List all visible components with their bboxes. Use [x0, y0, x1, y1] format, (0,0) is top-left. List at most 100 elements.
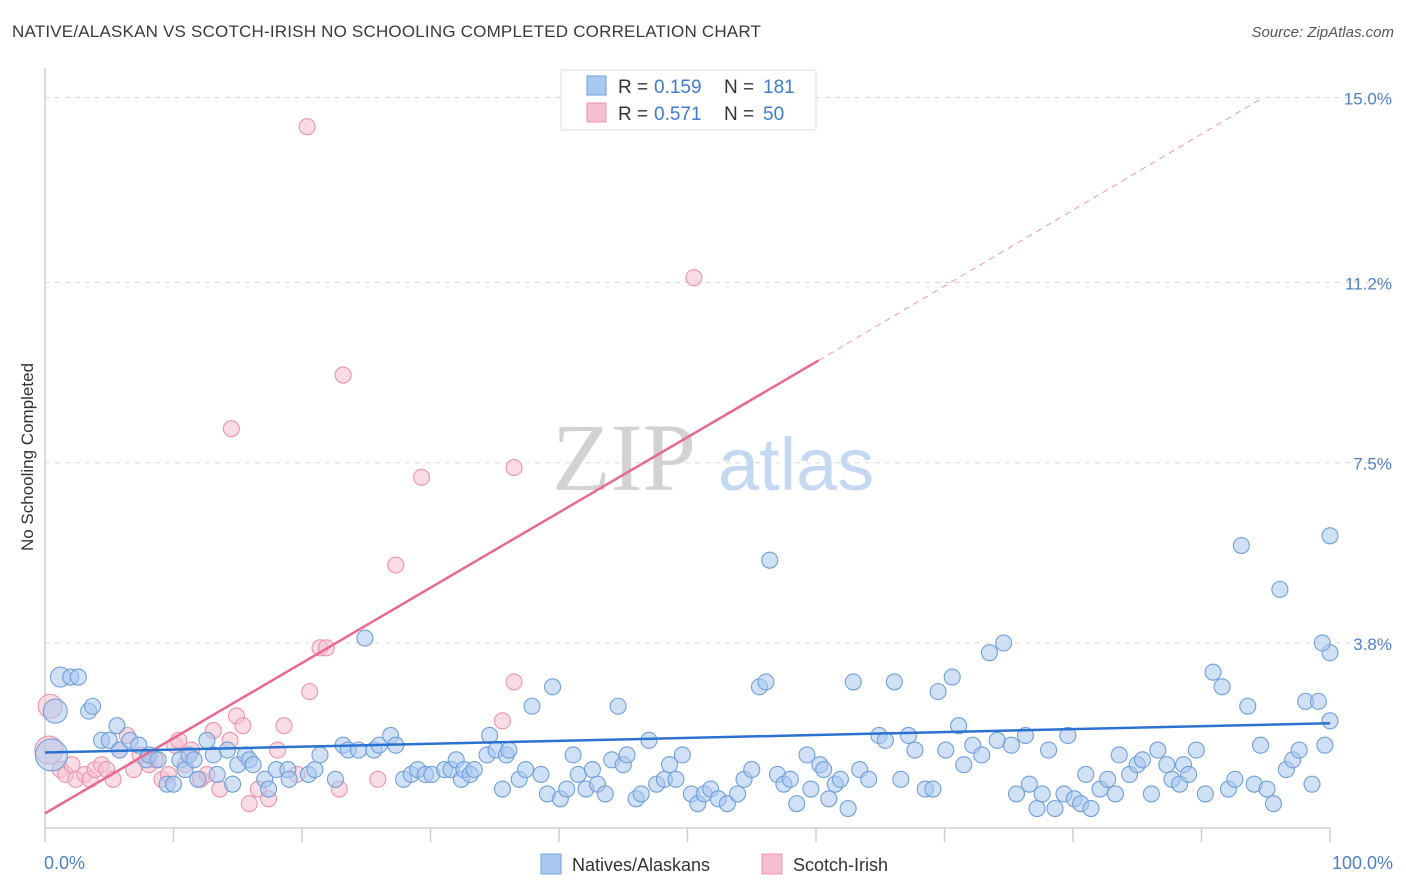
natives-alaskans-point — [356, 629, 374, 647]
natives-alaskans-point — [781, 770, 799, 788]
natives-alaskans-point — [1213, 678, 1231, 696]
scotch-irish-point — [369, 770, 387, 788]
scotch-irish-point — [334, 366, 352, 384]
natives-alaskans-point — [667, 770, 685, 788]
natives-alaskans-point — [1033, 785, 1051, 803]
natives-alaskans-point — [892, 770, 910, 788]
natives-alaskans-point — [244, 756, 262, 774]
legend-n-value: 50 — [763, 104, 784, 125]
bottom-legend: Natives/Alaskans Scotch-Irish — [540, 853, 888, 875]
legend-n-value: 181 — [763, 77, 795, 98]
natives-alaskans-point — [831, 770, 849, 788]
watermark-atlas: atlas — [718, 423, 874, 506]
natives-alaskans-point — [860, 770, 878, 788]
natives-alaskans-point — [729, 785, 747, 803]
scotch-irish-point — [505, 459, 523, 477]
natives-alaskans-point — [517, 761, 535, 779]
natives-alaskans-point — [1077, 765, 1095, 783]
natives-alaskans-point — [83, 697, 102, 715]
natives-alaskans-point — [1099, 770, 1117, 788]
scotch-irish-point — [275, 717, 293, 735]
natives-alaskans-point — [788, 795, 806, 813]
y-tick-label: 11.2% — [1345, 275, 1392, 294]
natives-alaskans-point — [1133, 751, 1151, 769]
natives-alaskans-point — [943, 668, 961, 686]
natives-alaskans-point — [761, 551, 779, 569]
natives-alaskans-point — [1252, 736, 1270, 754]
natives-alaskans-point — [326, 770, 344, 788]
natives-alaskans-point — [69, 668, 87, 686]
scotch-irish-point — [301, 683, 319, 701]
natives-alaskans-point — [973, 746, 991, 764]
natives-alaskans-point — [493, 780, 512, 798]
natives-alaskans-point — [839, 799, 857, 818]
natives-alaskans-point — [1020, 775, 1038, 793]
natives-alaskans-point — [1106, 785, 1124, 803]
natives-alaskans-point — [609, 697, 627, 715]
scotch-irish-point — [240, 795, 258, 813]
natives-alaskans-point — [1303, 775, 1321, 793]
natives-alaskans-point — [820, 790, 838, 808]
y-tick-label: 3.8% — [1353, 635, 1392, 654]
natives-alaskans-point — [260, 780, 278, 798]
natives-alaskans-point — [532, 765, 550, 783]
natives-alaskans-point — [995, 634, 1013, 652]
natives-alaskans-point — [885, 673, 903, 691]
natives-alaskans-point — [899, 726, 918, 745]
natives-alaskans-point — [569, 765, 587, 783]
scotch-irish-point — [222, 420, 240, 438]
legend-pink-swatch — [586, 102, 607, 123]
legend-r-value: 0.159 — [654, 77, 702, 98]
natives-alaskans-point — [1239, 697, 1257, 715]
natives-alaskans-point — [618, 746, 636, 764]
legend-r-label: R = — [618, 104, 648, 125]
natives-alaskans-point — [1110, 746, 1128, 764]
scotch-irish-trend-line — [44, 359, 820, 815]
natives-alaskans-point — [1226, 770, 1244, 788]
bottom-legend-scotch-irish: Scotch-Irish — [793, 855, 888, 875]
natives-alaskans-point — [1271, 580, 1289, 598]
natives-alaskans-point — [1149, 741, 1167, 759]
natives-alaskans-point — [306, 761, 324, 779]
natives-alaskans-point — [1180, 765, 1198, 783]
natives-alaskans-point — [815, 761, 833, 779]
natives-alaskans-point — [149, 751, 167, 769]
natives-alaskans-point — [34, 738, 68, 772]
natives-alaskans-point — [1142, 785, 1160, 803]
natives-alaskans-point — [544, 678, 562, 696]
natives-alaskans-point — [924, 780, 942, 798]
scotch-irish-point — [685, 269, 703, 287]
natives-alaskans-point — [198, 731, 216, 749]
natives-alaskans-point — [988, 731, 1006, 749]
natives-alaskans-point — [1007, 785, 1026, 803]
natives-alaskans-point — [798, 746, 816, 764]
scotch-irish-point — [505, 673, 523, 691]
natives-alaskans-point — [311, 746, 329, 764]
chart-title: NATIVE/ALASKAN VS SCOTCH-IRISH NO SCHOOL… — [12, 22, 762, 41]
grid-lines — [45, 96, 1392, 644]
natives-alaskans-point — [596, 785, 614, 803]
bottom-legend-pink-swatch — [761, 853, 783, 875]
natives-alaskans-point — [1258, 780, 1276, 798]
natives-alaskans-point — [955, 756, 973, 774]
natives-alaskans-point — [632, 785, 650, 803]
natives-alaskans-point — [218, 741, 237, 759]
natives-alaskans-point — [1158, 756, 1176, 774]
natives-alaskans-point — [1187, 741, 1205, 759]
legend-n-label: N = — [724, 77, 754, 98]
natives-alaskans-point — [108, 717, 126, 735]
natives-alaskans-points — [34, 527, 1339, 818]
natives-alaskans-point — [583, 761, 601, 779]
natives-alaskans-point — [929, 683, 947, 701]
natives-alaskans-point — [1046, 799, 1064, 818]
bottom-legend-blue-swatch — [540, 853, 562, 875]
natives-alaskans-point — [844, 673, 862, 691]
watermark-zip: ZIP — [552, 404, 696, 511]
watermark: ZIP atlas — [552, 404, 874, 511]
legend-r-label: R = — [618, 77, 648, 98]
natives-alaskans-point — [937, 741, 955, 759]
natives-alaskans-point — [673, 746, 691, 764]
natives-alaskans-point — [1196, 785, 1214, 803]
y-tick-label: 15.0% — [1344, 89, 1392, 108]
